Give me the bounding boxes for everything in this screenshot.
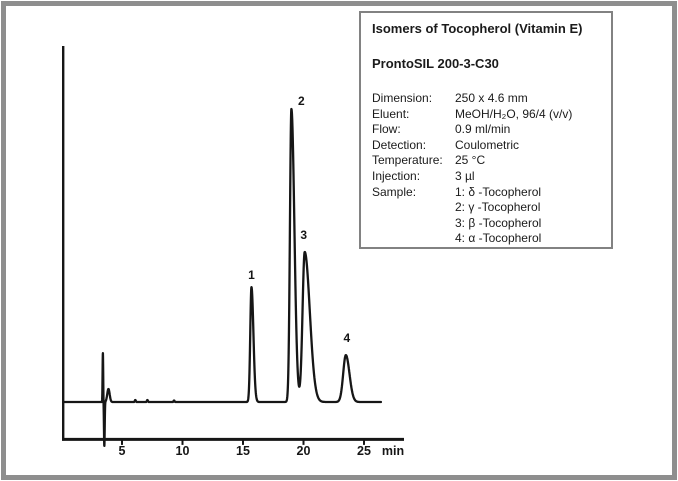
conditions-table: Dimension: 250 x 4.6 mm Eluent: MeOH/H₂O…: [372, 91, 603, 247]
panel-column-name: ProntoSIL 200-3-C30: [372, 56, 499, 71]
sample-entry: 2: γ -Tocopherol: [455, 200, 541, 215]
peak-label-4: 4: [344, 331, 351, 345]
peak-label-3: 3: [300, 228, 307, 242]
conditions-panel: Isomers of Tocopherol (Vitamin E) Pronto…: [359, 11, 613, 249]
param-value: 25 °C: [455, 153, 486, 168]
param-label: [372, 216, 455, 232]
param-value: MeOH/H₂O, 96/4 (v/v): [455, 106, 573, 121]
sample-entry: 1: δ -Tocopherol: [455, 184, 542, 199]
chromatogram-trace: [62, 107, 383, 448]
peak-label-2: 2: [298, 94, 305, 108]
param-value: Coulometric: [455, 137, 520, 152]
param-value: 3 µl: [455, 168, 475, 183]
param-label: Detection:: [372, 137, 427, 152]
peak-label-1: 1: [248, 268, 255, 282]
param-label: Temperature:: [372, 153, 443, 168]
sample-entry: 4: α -Tocopherol: [455, 231, 542, 246]
param-label: [372, 200, 455, 216]
param-label: [372, 231, 455, 247]
x-tick-label: 15: [236, 444, 250, 458]
param-value: 250 x 4.6 mm: [455, 91, 528, 105]
x-axis-unit-label: min: [382, 444, 404, 458]
param-label: Eluent:: [372, 106, 410, 121]
param-label: Dimension:: [372, 91, 433, 105]
sample-entry: 3: β -Tocopherol: [455, 215, 542, 230]
param-value: 0.9 ml/min: [455, 122, 511, 137]
x-tick-label: 25: [357, 444, 371, 458]
param-label: Sample:: [372, 184, 417, 199]
panel-title: Isomers of Tocopherol (Vitamin E): [372, 21, 583, 36]
param-label: Injection:: [372, 168, 421, 183]
param-label: Flow:: [372, 122, 401, 137]
x-tick-label: 10: [176, 444, 190, 458]
x-tick-label: 5: [119, 444, 126, 458]
x-tick-label: 20: [297, 444, 311, 458]
